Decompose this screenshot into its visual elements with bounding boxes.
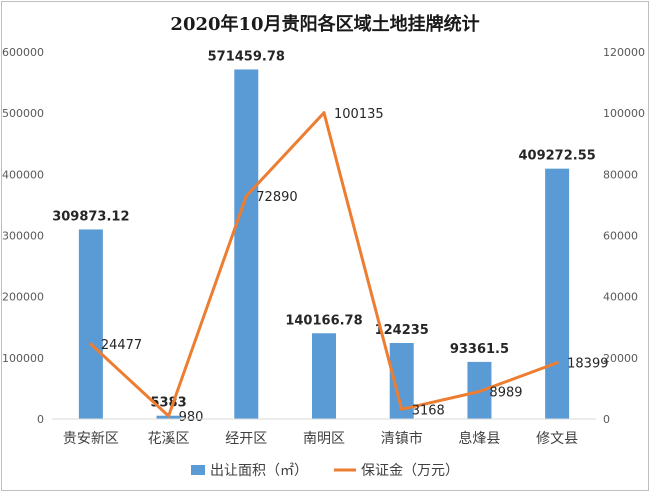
bar [78, 229, 103, 419]
line-point [477, 390, 481, 394]
left-tick-label: 0 [37, 413, 44, 426]
bar-value-label: 93361.5 [450, 342, 509, 357]
legend-bar-label: 出让面积（㎡） [210, 463, 308, 479]
legend: 出让面积（㎡） 保证金（万元） [191, 463, 459, 479]
right-tick-label: 20000 [603, 352, 638, 365]
line-value-label: 18399 [567, 357, 608, 372]
right-tick-label: 0 [603, 413, 610, 426]
x-axis: 贵安新区 花溪区 经开区 南明区 清镇市 息烽县 修文县 [52, 418, 596, 447]
left-tick-label: 300000 [2, 230, 44, 243]
left-tick-label: 600000 [2, 46, 44, 59]
legend-line-label: 保证金（万元） [361, 463, 459, 479]
chart-title: 2020年10月贵阳各区域土地挂牌统计 [170, 13, 479, 35]
line-point [555, 361, 559, 365]
category-label: 花溪区 [148, 431, 190, 447]
bar-value-label: 409272.55 [518, 149, 595, 164]
line-value-label: 3168 [412, 403, 445, 418]
line-series: 24477 980 72890 100135 3168 8989 18399 [89, 107, 609, 425]
category-label: 经开区 [225, 431, 267, 447]
category-label: 南明区 [303, 431, 345, 447]
right-tick-label: 120000 [603, 46, 645, 59]
right-axis: 0 20000 40000 60000 80000 100000 120000 [603, 46, 645, 426]
left-tick-label: 500000 [2, 107, 44, 120]
bar [234, 69, 259, 420]
right-tick-label: 80000 [603, 168, 638, 181]
line-value-label: 24477 [101, 338, 142, 353]
right-tick-label: 40000 [603, 291, 638, 304]
left-axis: 0 100000 200000 300000 400000 500000 600000 [2, 46, 44, 426]
right-tick-label: 100000 [603, 107, 645, 120]
bar-value-label: 140166.78 [285, 313, 362, 328]
bar-series: 309873.125383571459.78140166.78124235933… [52, 49, 596, 420]
line-point [244, 194, 248, 198]
category-label: 贵安新区 [63, 431, 119, 447]
line-point [167, 414, 171, 418]
bar [312, 333, 336, 419]
line-point [89, 342, 93, 346]
bar-value-label: 124235 [375, 323, 429, 338]
line-value-label: 72890 [256, 190, 297, 205]
line-value-label: 8989 [489, 386, 522, 401]
bar-value-label: 309873.12 [52, 209, 129, 224]
line-value-label: 980 [179, 410, 204, 425]
bar-value-label: 571459.78 [208, 49, 285, 64]
legend-bar-swatch [191, 465, 205, 475]
category-label: 息烽县 [458, 430, 500, 447]
line-value-label: 100135 [334, 107, 384, 122]
left-tick-label: 400000 [2, 168, 44, 181]
bar [545, 168, 570, 419]
left-tick-label: 100000 [2, 352, 44, 365]
category-label: 清镇市 [381, 430, 423, 447]
line-point [322, 111, 326, 115]
left-tick-label: 200000 [2, 291, 44, 304]
line-point [400, 407, 404, 411]
category-label: 修文县 [536, 431, 578, 447]
right-tick-label: 60000 [603, 230, 638, 243]
